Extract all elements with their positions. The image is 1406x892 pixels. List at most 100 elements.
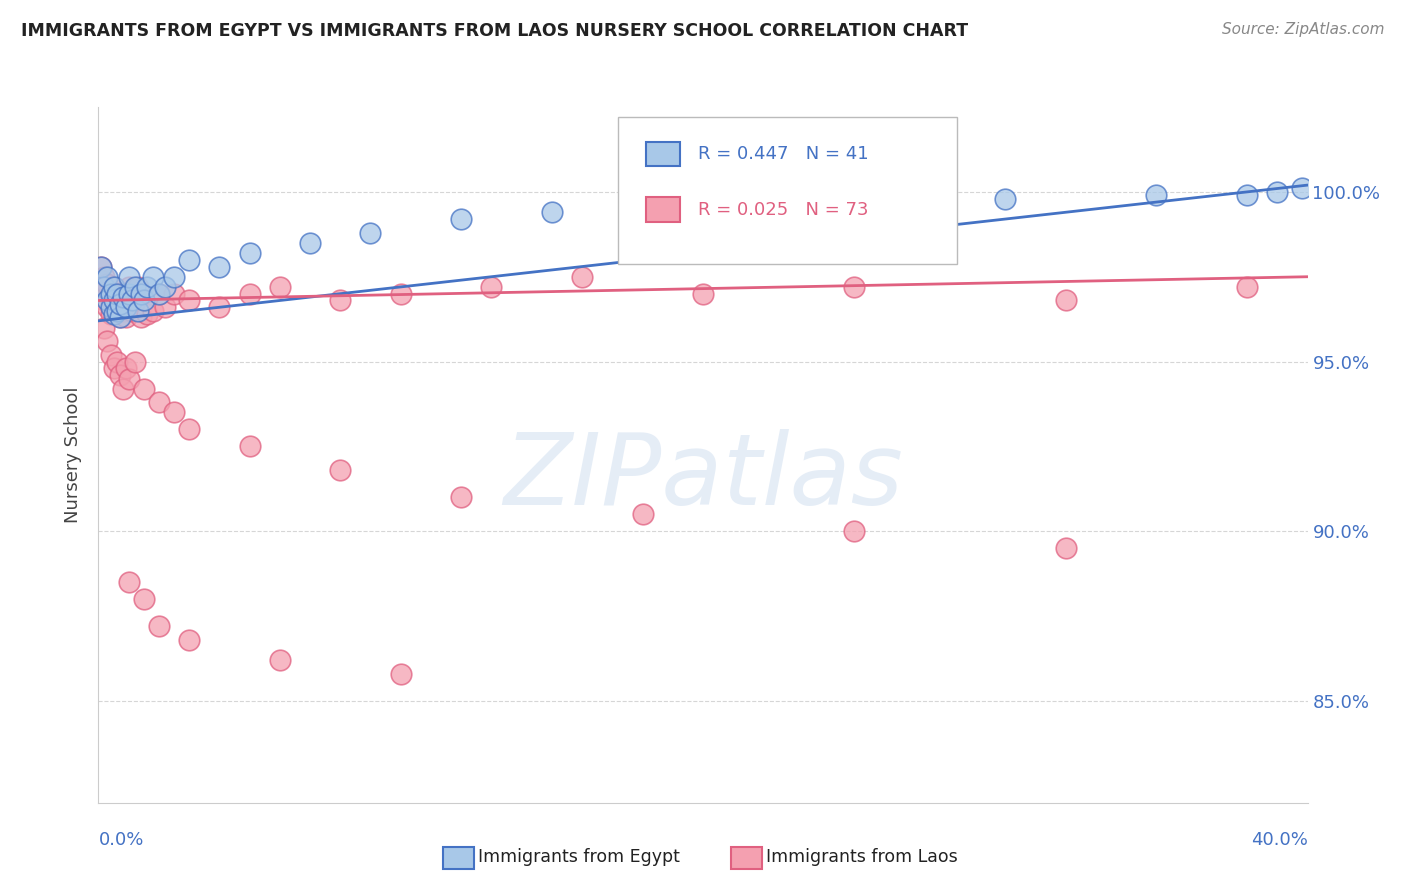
Point — [132, 293, 155, 308]
Point — [93, 280, 115, 294]
Point — [329, 463, 352, 477]
Point — [100, 286, 122, 301]
Point — [100, 300, 122, 314]
Point — [124, 354, 146, 368]
Point — [179, 252, 201, 267]
Point — [124, 280, 146, 294]
Text: R = 0.447   N = 41: R = 0.447 N = 41 — [699, 145, 869, 163]
FancyBboxPatch shape — [647, 142, 681, 166]
Point — [118, 371, 141, 385]
Point — [105, 286, 128, 301]
Point — [148, 619, 170, 633]
Point — [108, 310, 131, 325]
Point — [1291, 181, 1313, 195]
Point — [93, 269, 115, 284]
Point — [844, 195, 866, 210]
Point — [135, 307, 157, 321]
Point — [153, 280, 176, 294]
Point — [450, 212, 472, 227]
Point — [100, 348, 122, 362]
Point — [100, 286, 122, 301]
Point — [148, 395, 170, 409]
Point — [114, 361, 136, 376]
Point — [127, 280, 149, 294]
Point — [135, 280, 157, 294]
Text: IMMIGRANTS FROM EGYPT VS IMMIGRANTS FROM LAOS NURSERY SCHOOL CORRELATION CHART: IMMIGRANTS FROM EGYPT VS IMMIGRANTS FROM… — [21, 22, 969, 40]
Point — [844, 280, 866, 294]
Point — [118, 269, 141, 284]
Point — [108, 293, 131, 308]
Point — [127, 303, 149, 318]
Point — [96, 286, 118, 301]
Point — [163, 405, 186, 419]
Point — [103, 293, 125, 308]
Point — [111, 290, 134, 304]
Point — [389, 286, 412, 301]
Point — [103, 293, 125, 308]
Point — [96, 334, 118, 349]
Text: 0.0%: 0.0% — [98, 830, 143, 848]
Point — [118, 286, 141, 301]
Point — [1144, 188, 1167, 202]
Point — [142, 303, 165, 318]
Point — [1236, 280, 1258, 294]
Point — [360, 226, 382, 240]
Point — [103, 280, 125, 294]
Point — [1054, 293, 1077, 308]
Point — [994, 192, 1017, 206]
FancyBboxPatch shape — [647, 197, 681, 222]
Y-axis label: Nursery School: Nursery School — [65, 386, 83, 524]
Point — [179, 293, 201, 308]
FancyBboxPatch shape — [619, 118, 957, 263]
Point — [111, 303, 134, 318]
Point — [105, 286, 128, 301]
Point — [1236, 188, 1258, 202]
Point — [124, 293, 146, 308]
Point — [571, 269, 593, 284]
Point — [269, 653, 291, 667]
Point — [148, 286, 170, 301]
Point — [93, 280, 115, 294]
Point — [111, 286, 134, 301]
Point — [103, 280, 125, 294]
Point — [118, 293, 141, 308]
Point — [163, 286, 186, 301]
Point — [114, 310, 136, 325]
Point — [179, 422, 201, 436]
Point — [121, 303, 143, 318]
Point — [239, 246, 262, 260]
Text: Immigrants from Laos: Immigrants from Laos — [766, 848, 957, 866]
Point — [132, 293, 155, 308]
Point — [100, 307, 122, 321]
Point — [540, 205, 562, 219]
Text: ZIPatlas: ZIPatlas — [503, 429, 903, 525]
Point — [239, 439, 262, 453]
Point — [118, 280, 141, 294]
Point — [90, 260, 112, 274]
Point — [153, 300, 176, 314]
Text: Immigrants from Egypt: Immigrants from Egypt — [478, 848, 681, 866]
Point — [329, 293, 352, 308]
Point — [105, 300, 128, 314]
Point — [142, 269, 165, 284]
Point — [450, 491, 472, 505]
Point — [111, 382, 134, 396]
Point — [129, 310, 152, 325]
Point — [108, 297, 131, 311]
Point — [114, 300, 136, 314]
Point — [1267, 185, 1289, 199]
Point — [103, 361, 125, 376]
Point — [163, 269, 186, 284]
Point — [96, 293, 118, 308]
Point — [90, 260, 112, 274]
Point — [118, 575, 141, 590]
Point — [93, 293, 115, 308]
Point — [208, 300, 231, 314]
Point — [103, 307, 125, 321]
Point — [108, 368, 131, 383]
Point — [100, 293, 122, 308]
Point — [389, 666, 412, 681]
Point — [179, 632, 201, 647]
Point — [105, 303, 128, 318]
Point — [114, 293, 136, 308]
